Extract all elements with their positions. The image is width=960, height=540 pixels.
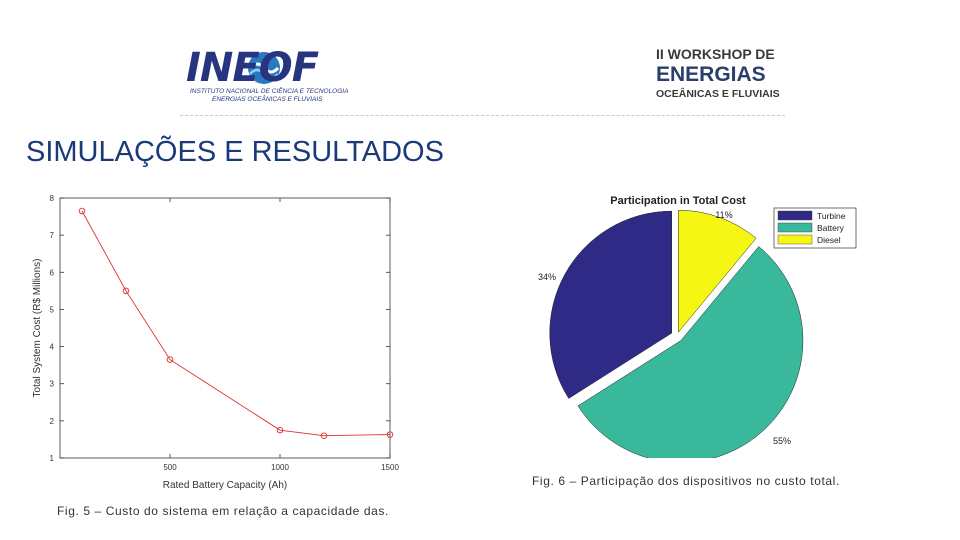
x-tick-label: 1000 [271,463,289,472]
y-tick-label: 6 [50,268,55,277]
workshop-logo: II WORKSHOP DE ENERGIAS OCEÂNICAS E FLUV… [656,46,796,101]
data-point [78,207,86,215]
y-tick-label: 3 [50,380,55,389]
x-axis-label: Rated Battery Capacity (Ah) [163,480,288,491]
page-title: SIMULAÇÕES E RESULTADOS [26,136,444,168]
legend-swatch-battery [777,222,813,233]
y-axis-label: Total System Cost (R$ Millions) [32,259,43,398]
data-point [166,356,174,363]
pie-label-battery: 55% [773,436,791,446]
pie-chart: 34% 55% 11% Participation in Total Cost Turb… [512,188,872,458]
line-chart: 1 2 3 4 5 6 7 8 500 1000 1500 Rated Battery Capacit… [28,190,408,495]
pie-chart-svg: 34% 55% 11% Participation in Total Cost Turb… [538,195,857,458]
line-chart-svg: 1 2 3 4 5 6 7 8 500 1000 1500 Rated Battery Capacit… [32,194,399,491]
x-tick-label: 1500 [381,463,399,472]
caption-fig6: Fig. 6 – Participação dos dispositivos n… [532,474,840,488]
workshop-line-1: II WORKSHOP DE [656,46,775,62]
ineof-logo: INEOF INSTITUTO NACIONAL DE CIÊNCIA E TE… [186,45,349,106]
data-point [320,432,328,439]
pie-label-turbine: 34% [538,272,556,282]
y-tick-label: 2 [50,417,55,426]
header-divider [180,115,785,116]
y-tick-label: 5 [50,305,55,314]
data-point [386,431,394,438]
y-tick-label: 4 [50,343,55,352]
plot-area [59,197,391,459]
logo-subtitle-2: ENERGIAS OCEÂNICAS E FLUVIAIS [212,96,323,103]
pie-label-diesel: 11% [715,210,732,220]
pie-slice-battery [577,246,804,458]
cost-series-line [81,210,391,437]
y-tick-label: 8 [50,194,55,203]
legend-label-diesel: Diesel [817,235,841,245]
legend-swatch-turbine [777,210,813,221]
legend-label-turbine: Turbine [817,211,846,221]
pie-title: Participation in Total Cost [610,195,746,207]
wave-logo-icon [248,52,280,84]
pie-slice-turbine [549,210,672,399]
y-tick-label: 1 [50,454,55,463]
data-point [122,287,130,295]
workshop-line-2: ENERGIAS [656,63,766,86]
x-tick-label: 500 [163,463,177,472]
y-tick-label: 7 [50,231,55,240]
pie-slice-diesel [678,209,757,333]
legend-label-battery: Battery [817,223,845,233]
data-point [276,426,284,434]
legend-swatch-diesel [777,234,813,245]
logo-wordmark: INEOF [186,45,319,91]
logo-subtitle-1: INSTITUTO NACIONAL DE CIÊNCIA E TECNOLOG… [190,88,349,95]
caption-fig5: Fig. 5 – Custo do sistema em relação a c… [57,504,389,518]
workshop-line-3: OCEÂNICAS E FLUVIAIS [656,88,780,100]
